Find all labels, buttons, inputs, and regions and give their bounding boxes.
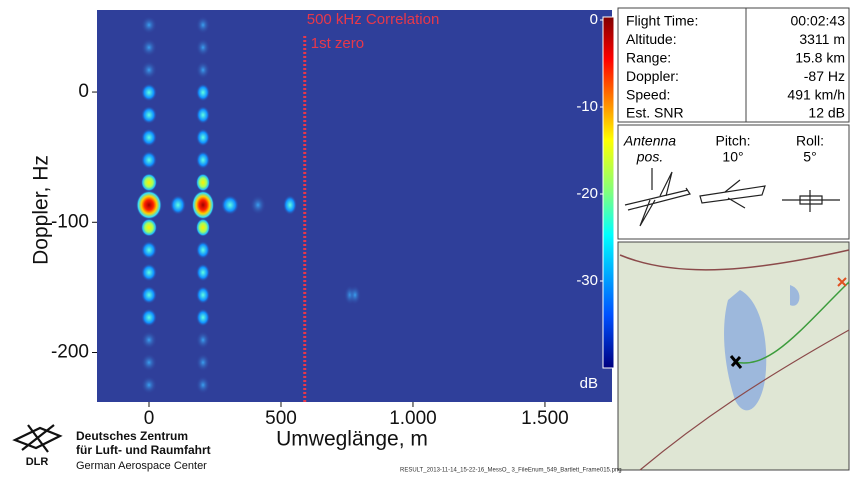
heatmap-blob bbox=[141, 218, 157, 237]
colorbar-tick-label: -20 bbox=[576, 185, 598, 202]
logo-line1: Deutsches Zentrum bbox=[76, 429, 188, 443]
flight-track bbox=[734, 281, 850, 364]
heatmap-blob bbox=[141, 353, 157, 372]
heatmap-blob bbox=[191, 190, 215, 220]
plane-pitch bbox=[699, 179, 766, 209]
info-label: Altitude: bbox=[626, 31, 677, 47]
y-axis-label: Doppler, Hz bbox=[30, 155, 53, 265]
logo-line2: für Luft- und Raumfahrt bbox=[76, 443, 211, 457]
dlr-logo bbox=[12, 424, 63, 453]
heatmap-blob bbox=[141, 106, 157, 124]
heatmap-blob bbox=[250, 195, 266, 215]
heatmap-blob bbox=[349, 285, 361, 305]
heatmap-blob bbox=[196, 38, 210, 57]
x-tick-label: 500 bbox=[265, 408, 297, 429]
info-value: 3311 m bbox=[799, 31, 845, 47]
x-axis-label: Umweglänge, m bbox=[276, 428, 428, 451]
y-tick-label: 0 bbox=[78, 81, 89, 102]
roll-value: 5° bbox=[803, 149, 816, 165]
info-value: -87 Hz bbox=[804, 68, 845, 84]
target-marker bbox=[837, 277, 847, 287]
heatmap-blob bbox=[141, 286, 157, 304]
heatmap-blob bbox=[196, 353, 210, 372]
heatmap-blob bbox=[196, 106, 210, 124]
lake-small bbox=[790, 285, 800, 306]
antenna-label: Antenna bbox=[623, 133, 676, 149]
attitude-panel bbox=[617, 124, 850, 240]
plane-antenna bbox=[624, 168, 691, 227]
info-label: Est. SNR bbox=[626, 105, 684, 121]
logo-text: DLR bbox=[26, 456, 49, 468]
pitch-value: 10° bbox=[722, 149, 743, 165]
heatmap-blob bbox=[196, 376, 210, 394]
heatmap-blob bbox=[221, 195, 239, 215]
colorbar-label: dB bbox=[580, 375, 598, 392]
heatmap-blob bbox=[196, 308, 210, 327]
info-value: 15.8 km bbox=[795, 50, 845, 66]
y-tick-label: -200 bbox=[51, 342, 89, 363]
info-label: Range: bbox=[626, 50, 671, 66]
info-label: Speed: bbox=[626, 86, 670, 102]
x-tick-label: 1.000 bbox=[389, 408, 437, 429]
heatmap-blob bbox=[141, 241, 157, 259]
marker-label: 500 kHz Correlation bbox=[307, 11, 440, 28]
info-label: Doppler: bbox=[626, 68, 679, 84]
antenna-sub: pos. bbox=[636, 149, 663, 165]
info-rows: Flight Time: 00:02:43 Altitude: 3311 m Range… bbox=[626, 13, 845, 121]
info-value: 12 dB bbox=[808, 105, 845, 121]
heatmap-blob bbox=[141, 61, 157, 79]
x-tick-label: 1.500 bbox=[521, 408, 569, 429]
marker-sublabel: 1st zero bbox=[311, 35, 364, 52]
heatmap-blob bbox=[141, 83, 157, 102]
heatmap-blob bbox=[196, 331, 210, 349]
heatmap-blob bbox=[196, 173, 210, 192]
heatmap-image bbox=[136, 16, 361, 394]
colorbar-tick-label: -30 bbox=[576, 272, 598, 289]
heatmap-blob bbox=[141, 16, 157, 34]
heatmap-blob bbox=[141, 128, 157, 147]
plane-roll bbox=[782, 190, 840, 212]
logo-mark bbox=[12, 424, 63, 453]
lake bbox=[724, 290, 767, 411]
heatmap-blob bbox=[196, 151, 210, 169]
heatmap-blob bbox=[141, 331, 157, 349]
heatmap-blob bbox=[196, 241, 210, 259]
roll-label: Roll: bbox=[796, 133, 824, 149]
logo-line3: German Aerospace Center bbox=[76, 460, 207, 472]
heatmap-blob bbox=[196, 263, 210, 282]
heatmap-blob bbox=[170, 195, 186, 215]
plane-icon bbox=[729, 355, 743, 369]
heatmap-blob bbox=[141, 376, 157, 394]
heatmap-blob bbox=[196, 128, 210, 147]
heatmap-blob bbox=[196, 218, 210, 237]
heatmap-blob bbox=[141, 151, 157, 169]
map-road bbox=[639, 329, 850, 471]
heatmap-blob bbox=[283, 195, 297, 215]
map-road bbox=[619, 249, 850, 271]
info-value: 491 km/h bbox=[787, 86, 845, 102]
heatmap-blob bbox=[196, 16, 210, 34]
info-value: 00:02:43 bbox=[791, 13, 846, 29]
pitch-label: Pitch: bbox=[715, 133, 750, 149]
heatmap-blob bbox=[196, 61, 210, 79]
info-label: Flight Time: bbox=[626, 13, 698, 29]
heatmap-blob bbox=[141, 308, 157, 327]
map bbox=[617, 241, 850, 471]
colorbar bbox=[602, 16, 615, 369]
heatmap-blob bbox=[141, 263, 157, 282]
filename: RESULT_2013-11-14_15-22-16_MessO_ 3_File… bbox=[400, 468, 622, 474]
x-tick-label: 0 bbox=[144, 408, 155, 429]
info-table bbox=[617, 7, 850, 123]
heatmap-blob bbox=[141, 38, 157, 57]
heatmap-blob bbox=[141, 173, 157, 192]
y-tick-label: -100 bbox=[51, 211, 89, 232]
colorbar-tick-label: -10 bbox=[576, 98, 598, 115]
plane-sketches bbox=[624, 168, 840, 227]
colorbar-tick-label: 0 bbox=[590, 11, 598, 28]
heatmap-blob bbox=[136, 190, 162, 220]
heatmap-blob bbox=[196, 83, 210, 102]
heatmap-blob bbox=[196, 286, 210, 304]
